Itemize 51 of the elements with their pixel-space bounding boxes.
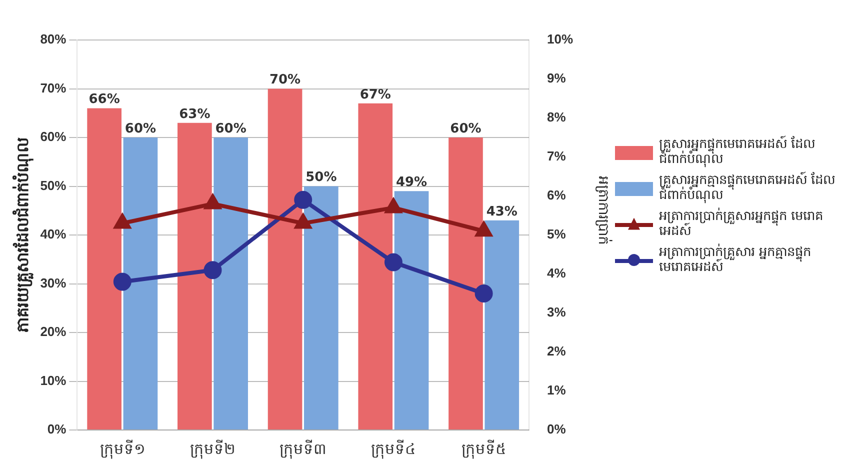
legend-label: គ្រួសារអ្នកគ្មានផ្ទុកមេរោគអេដស៍ ដែលជំពាក់បំណុល	[659, 172, 836, 204]
bar	[214, 138, 248, 430]
y-tick-label: 20%	[40, 324, 67, 340]
y2-tick-label: 2%	[546, 344, 566, 359]
x-tick-label: ក្រុមទី២	[190, 439, 236, 460]
y-axis-title: ភាគរយគ្រួសារដែលជំពាក់បំណុល	[12, 138, 34, 332]
y2-tick-label: 5%	[546, 226, 566, 242]
bar	[268, 88, 302, 430]
data-label: 66%	[88, 92, 120, 108]
y-tick-label: 0%	[47, 422, 67, 437]
bar	[87, 108, 122, 430]
y2-tick-label: 9%	[546, 70, 566, 86]
bar	[123, 138, 158, 430]
data-label: 70%	[269, 72, 301, 88]
y-tick-label: 60%	[40, 129, 67, 144]
x-tick-label: ក្រុមទី៥	[461, 439, 506, 460]
legend-label: អត្រាការប្រាក់គ្រួសារអ្នកផ្ទុក មេរោគអេដស៍	[659, 208, 824, 240]
bar	[484, 220, 520, 430]
y2-tick-label: 1%	[546, 382, 566, 398]
y2-tick-label: 10%	[546, 32, 574, 47]
data-label: 60%	[124, 121, 156, 136]
data-label: 49%	[396, 175, 428, 190]
legend-label: អត្រាការប្រាក់គ្រួសារ អ្នកគ្មានផ្ទុកមេរោគអេដស៍	[659, 244, 812, 276]
y2-tick-label: 3%	[546, 304, 566, 320]
data-label: 50%	[306, 170, 337, 186]
y2-tick-label: 4%	[546, 266, 566, 281]
bar	[448, 138, 483, 430]
x-tick-label: ក្រុមទី១	[100, 439, 145, 460]
x-tick-label: ក្រុមទី៤	[370, 439, 416, 460]
y2-tick-label: 7%	[546, 148, 566, 164]
data-label: 60%	[450, 121, 482, 136]
bar	[178, 122, 212, 430]
y-tick-label: 50%	[40, 178, 67, 193]
y-tick-label: 10%	[40, 372, 67, 388]
y-tick-label: 30%	[40, 275, 67, 290]
y-tick-label: 70%	[40, 80, 67, 96]
bar	[358, 103, 393, 430]
y2-tick-label: 8%	[546, 110, 566, 125]
data-label: 60%	[215, 121, 246, 136]
x-tick-label: ក្រុមទី៣	[280, 439, 327, 460]
y2-tick-label: 0%	[546, 422, 566, 437]
legend-label: គ្រួសារអ្នកផ្ទុកមេរោគអេដស៍ ដែលជំពាក់បំណុល	[659, 137, 816, 168]
y2-axis-title: អត្រាការប្រាក់	[594, 174, 612, 246]
data-label: 67%	[360, 87, 391, 102]
y-tick-label: 80%	[40, 32, 67, 47]
bar	[304, 186, 338, 430]
y-tick-label: 40%	[40, 226, 67, 242]
y2-tick-label: 6%	[546, 188, 566, 203]
data-label: 43%	[486, 204, 518, 220]
bar	[394, 191, 429, 430]
data-label: 63%	[179, 106, 210, 122]
